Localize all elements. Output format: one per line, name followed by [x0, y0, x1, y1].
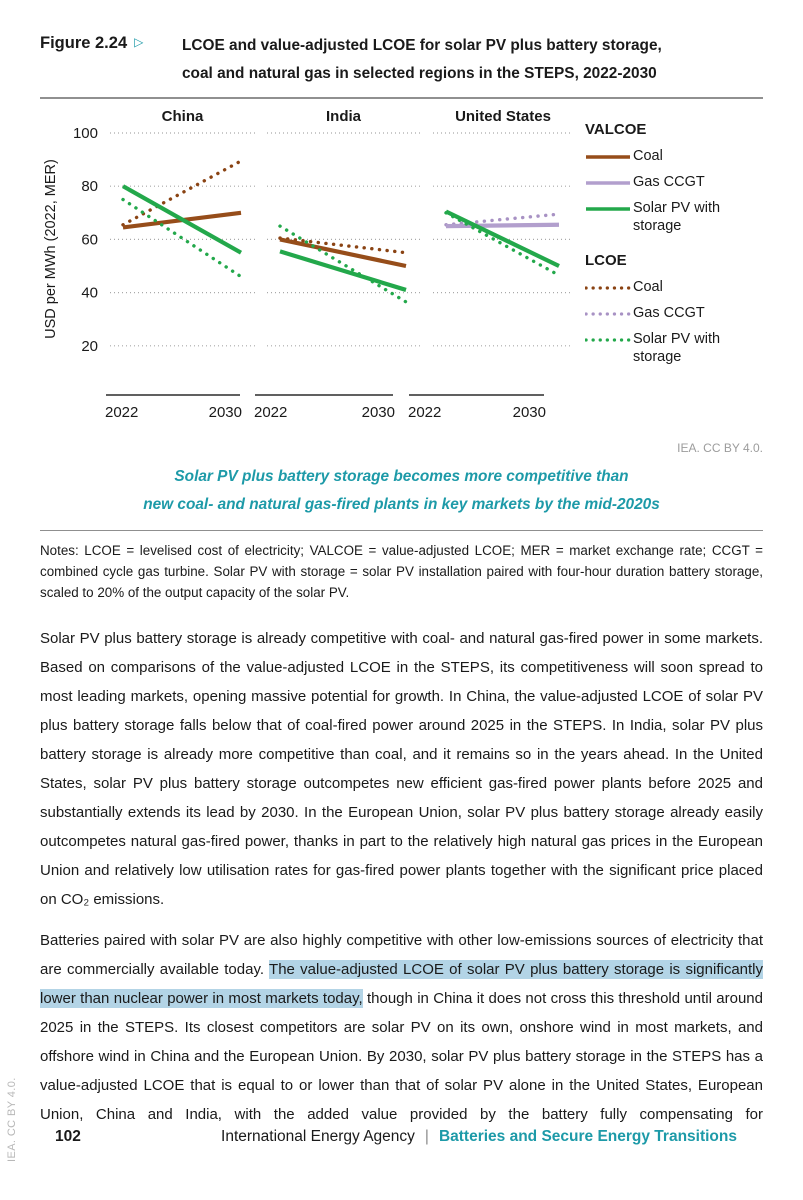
chart-legend: VALCOE Coal Gas CCGT Solar PV with storage L…	[585, 99, 763, 429]
paragraph-text-pre: Batteries paired with solar PV are also …	[40, 932, 763, 978]
lcoe-valcoe-chart: USD per MWh (2022, MER) 100 80 60 40 20 China 2…	[43, 108, 573, 421]
panel-title: India	[326, 108, 362, 125]
legend-item: Solar PV with storage	[585, 199, 763, 235]
figure-arrow-icon: ▷	[134, 35, 144, 49]
legend-label: Coal	[633, 148, 663, 164]
paragraph-text-post: though in China it does not cross this t…	[40, 990, 763, 1123]
legend-item: Gas CCGT	[585, 304, 763, 322]
x-tick-label: 2022	[254, 404, 287, 421]
y-tick-label: 60	[81, 231, 98, 248]
legend-item: Coal	[585, 147, 763, 165]
series-line-solid	[279, 249, 407, 292]
side-license-credit: IEA. CC BY 4.0.	[6, 1077, 18, 1162]
x-tick-label: 2022	[105, 404, 138, 421]
panel-title: China	[162, 108, 204, 125]
legend-label: Gas CCGT	[633, 174, 705, 190]
series-line-solid	[445, 222, 560, 229]
series-line-solid	[279, 237, 407, 269]
legend-label: Solar PV with storage	[633, 331, 721, 365]
body-paragraph-2: Batteries paired with solar PV are also …	[40, 926, 764, 1129]
series-line-solid	[445, 209, 560, 268]
series-line-solid	[121, 184, 243, 255]
divider-caption	[40, 530, 763, 531]
page-number: 102	[55, 1128, 81, 1145]
figure-caption: Solar PV plus battery storage becomes mo…	[40, 463, 763, 519]
x-tick-label: 2030	[209, 404, 242, 421]
figure-title-line1: LCOE and value-adjusted LCOE for solar P…	[182, 37, 662, 54]
body-paragraph-1: Solar PV plus battery storage is already…	[40, 630, 763, 908]
x-tick-label: 2022	[408, 404, 441, 421]
y-tick-label: 100	[73, 125, 98, 142]
content: Figure 2.24 ▷ LCOE and value-adjusted LCO…	[40, 32, 764, 1129]
figure-label-wrap: Figure 2.24 ▷	[40, 32, 182, 88]
caption-line2: new coal- and natural gas-fired plants i…	[143, 496, 660, 513]
license-credit: IEA. CC BY 4.0.	[677, 441, 763, 455]
series-line-dotted	[121, 159, 243, 227]
legend-swatch-solid	[586, 207, 630, 211]
legend-label: Coal	[633, 279, 663, 295]
legend-swatch-solid	[586, 181, 630, 185]
x-tick-label: 2030	[362, 404, 395, 421]
publisher-name: International Energy Agency	[221, 1128, 415, 1145]
figure-title-line2: coal and natural gas in selected regions…	[182, 65, 657, 82]
series-line-dotted	[121, 197, 243, 279]
figure-header: Figure 2.24 ▷ LCOE and value-adjusted LCO…	[40, 32, 763, 88]
y-tick-label: 40	[81, 285, 98, 302]
legend-swatch-dotted	[585, 286, 631, 290]
legend-swatch-solid	[586, 155, 630, 159]
panel-title: United States	[455, 108, 551, 125]
figure-title: LCOE and value-adjusted LCOE for solar P…	[182, 32, 662, 88]
legend-item: Coal	[585, 278, 763, 296]
y-axis-title: USD per MWh (2022, MER)	[43, 159, 59, 339]
divider-top	[40, 97, 763, 99]
x-tick-label: 2030	[513, 404, 546, 421]
series-line-dotted	[444, 211, 561, 278]
legend-group-header: VALCOE	[585, 121, 647, 138]
figure-notes: Notes: LCOE = levelised cost of electric…	[40, 543, 763, 600]
legend-item: Solar PV with storage	[585, 330, 763, 366]
footer-separator: |	[424, 1128, 429, 1145]
caption-line1: Solar PV plus battery storage becomes mo…	[174, 468, 629, 485]
series-line-dotted	[278, 224, 408, 304]
figure-chart-area: USD per MWh (2022, MER) 100 80 60 40 20 China 2…	[40, 99, 763, 429]
legend-swatch-dotted	[585, 312, 631, 316]
figure-label: Figure 2.24	[40, 34, 128, 52]
footer-right: International Energy Agency | Batteries …	[221, 1128, 737, 1146]
legend-group-header: LCOE	[585, 252, 627, 269]
legend-label: Gas CCGT	[633, 305, 705, 321]
y-tick-label: 20	[81, 338, 98, 355]
legend-swatch-dotted	[585, 338, 631, 342]
legend-label: Solar PV with storage	[633, 200, 721, 234]
page-footer: 102 International Energy Agency | Batter…	[55, 1128, 737, 1146]
y-tick-label: 80	[81, 178, 98, 195]
report-title: Batteries and Secure Energy Transitions	[438, 1128, 737, 1145]
legend-item: Gas CCGT	[585, 173, 763, 191]
